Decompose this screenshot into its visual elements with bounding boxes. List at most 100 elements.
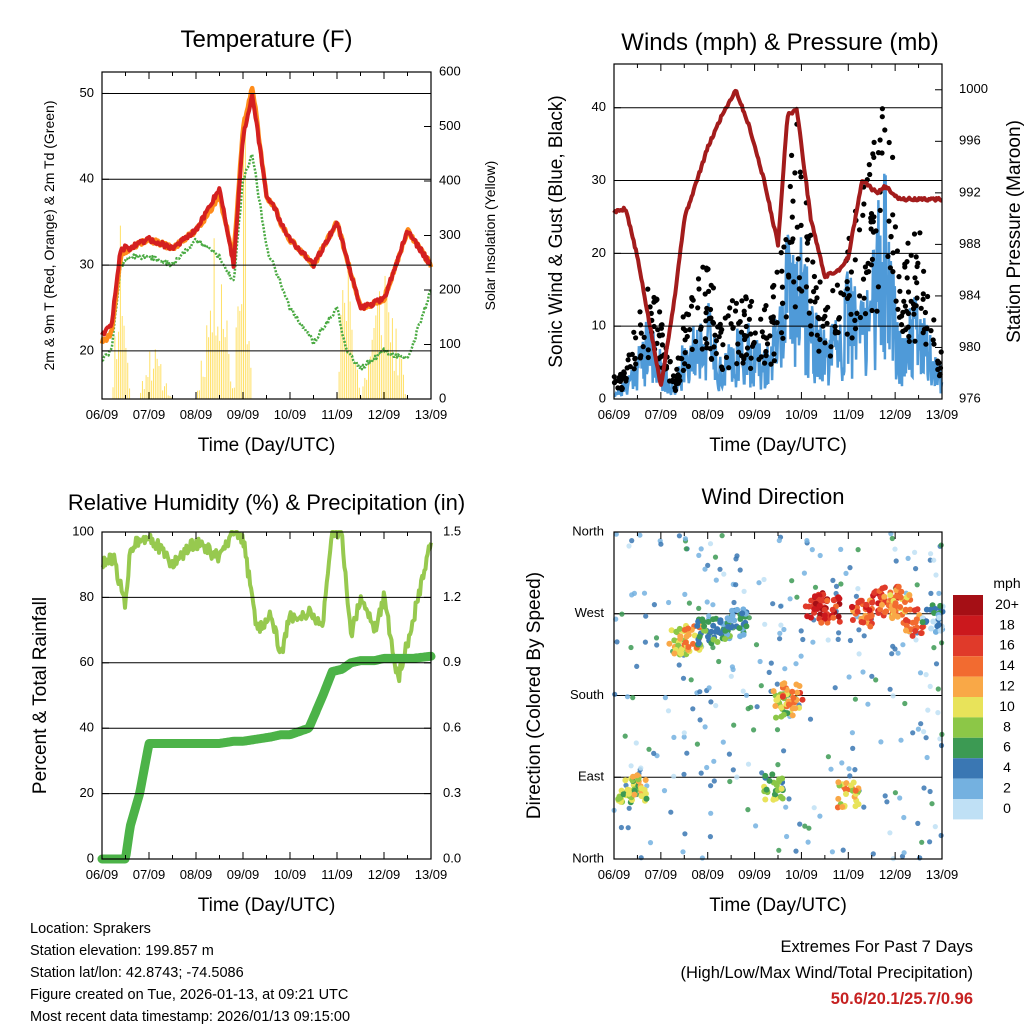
direction-point bbox=[846, 674, 852, 680]
direction-point bbox=[830, 614, 837, 621]
direction-point bbox=[938, 832, 944, 839]
gust-point bbox=[867, 171, 873, 178]
gust-point bbox=[911, 311, 917, 317]
gust-point bbox=[743, 296, 749, 302]
gust-point bbox=[902, 264, 908, 270]
gust-point bbox=[866, 162, 872, 168]
gust-point bbox=[716, 334, 722, 340]
dewpoint-line bbox=[101, 153, 432, 371]
gust-point bbox=[901, 298, 907, 304]
hum-xtick-label: 12/09 bbox=[368, 867, 401, 882]
direction-point bbox=[936, 614, 943, 621]
direction-point bbox=[869, 599, 876, 606]
colorbar-label: 4 bbox=[1003, 759, 1011, 775]
gust-point bbox=[912, 275, 918, 281]
gust-point bbox=[886, 218, 892, 224]
temp-xtick-label: 06/09 bbox=[86, 407, 119, 422]
gust-point bbox=[871, 214, 877, 220]
direction-point bbox=[884, 799, 890, 805]
direction-point bbox=[917, 670, 924, 676]
gust-point bbox=[740, 360, 746, 366]
direction-point bbox=[682, 591, 688, 598]
direction-point bbox=[817, 813, 823, 819]
direction-point bbox=[729, 607, 735, 614]
direction-point bbox=[903, 627, 909, 634]
direction-point bbox=[634, 772, 641, 779]
direction-point bbox=[745, 807, 751, 813]
direction-point bbox=[694, 741, 701, 747]
direction-point bbox=[776, 847, 782, 853]
direction-point bbox=[737, 633, 744, 640]
direction-point bbox=[676, 662, 682, 668]
gust-point bbox=[746, 316, 753, 322]
direction-point bbox=[620, 791, 627, 798]
gust-point bbox=[861, 201, 867, 207]
direction-point bbox=[626, 805, 632, 811]
direction-point bbox=[843, 791, 849, 797]
gust-point bbox=[913, 254, 919, 260]
winds-xtick-label: 13/09 bbox=[926, 407, 959, 422]
direction-point bbox=[785, 701, 792, 708]
direction-point bbox=[638, 765, 644, 771]
gust-point bbox=[789, 239, 795, 245]
direction-point bbox=[838, 581, 844, 587]
direction-point bbox=[619, 611, 625, 617]
hum-xlabel: Time (Day/UTC) bbox=[198, 895, 336, 916]
gust-point bbox=[625, 357, 631, 363]
hum-xtick-label: 08/09 bbox=[180, 867, 213, 882]
direction-point bbox=[734, 774, 740, 780]
direction-point bbox=[935, 621, 942, 628]
direction-point bbox=[741, 588, 747, 595]
direction-point bbox=[646, 746, 652, 752]
gust-point bbox=[896, 274, 902, 280]
gust-point bbox=[719, 364, 725, 370]
station-latlon: Station lat/lon: 42.8743; -74.5086 bbox=[30, 965, 244, 981]
direction-point bbox=[717, 566, 723, 572]
extremes-box: Extremes For Past 7 Days (High/Low/Max W… bbox=[680, 934, 973, 1012]
direction-point bbox=[913, 637, 919, 643]
direction-point bbox=[812, 584, 819, 590]
gust-point bbox=[780, 335, 786, 341]
gust-point bbox=[780, 300, 786, 306]
gust-point bbox=[783, 314, 789, 320]
winds-y2tick-label: 984 bbox=[959, 287, 981, 302]
direction-point bbox=[638, 785, 645, 792]
direction-point bbox=[849, 617, 856, 623]
gust-point bbox=[619, 386, 625, 393]
direction-point bbox=[622, 733, 628, 739]
direction-point bbox=[623, 782, 629, 788]
direction-point bbox=[731, 722, 737, 728]
temp-y2tick-label: 0 bbox=[439, 390, 446, 405]
direction-point bbox=[860, 669, 866, 675]
winds-ytick-label: 20 bbox=[592, 245, 606, 260]
direction-point bbox=[629, 538, 635, 544]
gust-point bbox=[695, 305, 701, 311]
direction-point bbox=[612, 691, 618, 697]
temp-xtick-label: 13/09 bbox=[415, 407, 448, 422]
direction-point bbox=[681, 734, 687, 740]
direction-point bbox=[710, 622, 717, 629]
gust-point bbox=[768, 361, 774, 367]
direction-point bbox=[848, 782, 855, 789]
gust-point bbox=[857, 293, 863, 299]
gust-point bbox=[762, 360, 768, 366]
gust-point bbox=[879, 114, 885, 120]
gust-point bbox=[710, 319, 716, 325]
gust-point bbox=[733, 300, 740, 306]
colorbar-label: 0 bbox=[1003, 800, 1011, 816]
direction-point bbox=[805, 839, 811, 845]
gust-point bbox=[882, 127, 888, 133]
humidity-frame bbox=[101, 531, 432, 860]
gust-point bbox=[638, 330, 644, 336]
direction-point bbox=[923, 672, 929, 678]
direction-point bbox=[733, 582, 739, 588]
direction-point bbox=[811, 606, 818, 612]
gust-point bbox=[804, 234, 810, 240]
direction-point bbox=[783, 804, 789, 810]
dir-xlabel: Time (Day/UTC) bbox=[709, 895, 847, 916]
direction-point bbox=[852, 696, 859, 702]
dir-ytick-label: South bbox=[570, 687, 604, 702]
winds-xtick-label: 12/09 bbox=[879, 407, 912, 422]
direction-point bbox=[889, 615, 896, 622]
hum-y2tick-label: 0.9 bbox=[443, 654, 461, 669]
